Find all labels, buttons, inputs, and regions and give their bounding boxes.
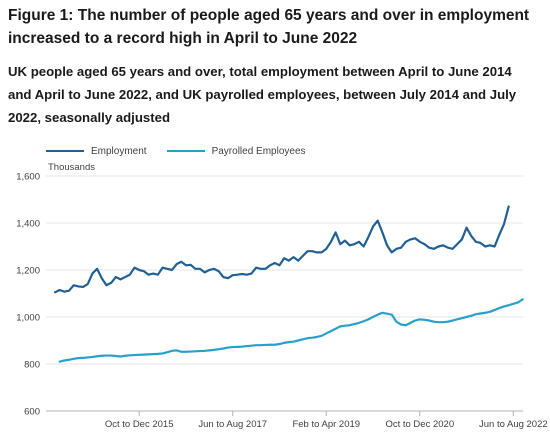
chart-subtitle: UK people aged 65 years and over, total … (8, 64, 517, 125)
y-tick-label: 1,200 (16, 266, 40, 277)
legend-item-payrolled: Payrolled Employees (166, 145, 306, 157)
legend: Employment Payrolled Employees (46, 143, 326, 159)
y-tick-label: 800 (24, 360, 40, 371)
chart-title: Figure 1: The number of people aged 65 y… (8, 7, 530, 47)
legend-swatch-payrolled (166, 149, 205, 153)
y-tick-label: 1,000 (16, 313, 40, 324)
x-tick-label: Jun to Aug 2017 (198, 419, 267, 430)
x-tick-label: Jun to Aug 2022 (479, 419, 548, 430)
series-line-payrolled-employees (58, 298, 524, 363)
x-tick-label: Feb to Apr 2019 (292, 419, 360, 430)
y-axis-units-label: Thousands (48, 162, 96, 173)
series-line-employment (53, 205, 510, 294)
legend-swatch-employment (46, 149, 84, 153)
legend-label-payrolled: Payrolled Employees (211, 145, 306, 157)
x-tick-label: Oct to Dec 2020 (385, 419, 454, 430)
y-tick-label: 1,400 (16, 219, 40, 230)
y-tick-label: 1,600 (16, 172, 40, 183)
x-tick-label: Oct to Dec 2015 (105, 419, 174, 430)
legend-label-employment: Employment (91, 145, 147, 157)
legend-item-employment: Employment (46, 146, 147, 157)
y-tick-label: 600 (24, 407, 40, 418)
